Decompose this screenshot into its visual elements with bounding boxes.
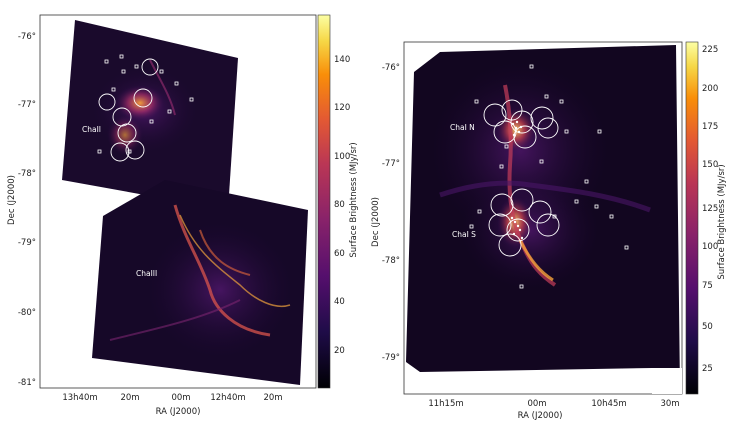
svg-text:40: 40 — [334, 297, 345, 307]
svg-text:11h15m: 11h15m — [428, 399, 463, 409]
left-colorbar — [317, 14, 331, 389]
svg-text:-78°: -78° — [18, 169, 36, 179]
svg-text:225: 225 — [702, 45, 718, 55]
region-label-chai-s: ChaI S — [452, 230, 476, 239]
svg-text:12h40m: 12h40m — [210, 393, 245, 403]
svg-text:-80°: -80° — [18, 308, 36, 318]
left-dec-ticks: -76° -77° -78° -79° -80° -81° — [18, 32, 36, 388]
left-yso-markers — [97, 54, 194, 154]
left-cluster-circles — [98, 58, 159, 162]
region-label-chaiii: ChaIII — [136, 269, 157, 278]
svg-text:120: 120 — [334, 103, 350, 113]
right-dense-core — [510, 120, 524, 240]
left-ylabel: Dec (J2000) — [7, 175, 17, 225]
right-xlabel: RA (J2000) — [518, 411, 563, 421]
right-colorbar — [685, 41, 699, 395]
left-ra-ticks: 13h40m 20m 00m 12h40m 20m — [62, 393, 282, 403]
svg-text:-77°: -77° — [18, 100, 36, 110]
right-colorbar-label: Surface Brightness (MJy/sr) — [717, 164, 727, 279]
left-colorbar-label: Surface Brightness (MJy/sr) — [349, 142, 359, 257]
svg-text:20m: 20m — [120, 393, 139, 403]
svg-text:-78°: -78° — [382, 256, 400, 266]
svg-text:50: 50 — [702, 322, 713, 332]
svg-text:20: 20 — [334, 346, 345, 356]
svg-text:100: 100 — [702, 242, 718, 252]
svg-text:30m: 30m — [660, 399, 679, 409]
svg-text:60: 60 — [334, 249, 345, 259]
left-xlabel: RA (J2000) — [156, 407, 201, 417]
svg-text:-76°: -76° — [18, 32, 36, 42]
left-colorbar-ticks: 140 120 100 80 60 40 20 — [334, 55, 350, 356]
right-dec-ticks: -76° -77° -78° -79° — [382, 63, 400, 363]
svg-text:25: 25 — [702, 364, 713, 374]
svg-text:20m: 20m — [263, 393, 282, 403]
svg-text:-76°: -76° — [382, 63, 400, 73]
region-label-chaii: ChaII — [82, 125, 101, 134]
svg-text:-81°: -81° — [18, 378, 36, 388]
svg-text:13h40m: 13h40m — [62, 393, 97, 403]
region-label-chai-n: ChaI N — [450, 123, 475, 132]
right-ra-ticks: 11h15m 00m 10h45m 30m — [428, 399, 679, 409]
right-panel: ChaI N ChaI S -76° -77° -78° -79° Dec (J… — [371, 41, 727, 421]
svg-text:100: 100 — [334, 152, 350, 162]
svg-text:10h45m: 10h45m — [591, 399, 626, 409]
svg-text:140: 140 — [334, 55, 350, 65]
svg-text:-77°: -77° — [382, 159, 400, 169]
left-panel: ChaII ChaIII -76° -77° -78° -79° -80° -8… — [7, 14, 359, 417]
svg-text:175: 175 — [702, 122, 718, 132]
svg-text:150: 150 — [702, 160, 718, 170]
svg-text:-79°: -79° — [382, 353, 400, 363]
right-colorbar-ticks: 225 200 175 150 125 100 75 50 25 — [702, 45, 718, 374]
right-ylabel: Dec (J2000) — [371, 197, 381, 247]
svg-text:-79°: -79° — [18, 238, 36, 248]
svg-text:80: 80 — [334, 200, 345, 210]
svg-text:75: 75 — [702, 281, 713, 291]
svg-text:00m: 00m — [171, 393, 190, 403]
svg-text:00m: 00m — [527, 399, 546, 409]
svg-text:125: 125 — [702, 204, 718, 214]
svg-text:200: 200 — [702, 84, 718, 94]
right-yso-markers — [469, 64, 629, 289]
right-cluster-circles — [483, 99, 560, 257]
